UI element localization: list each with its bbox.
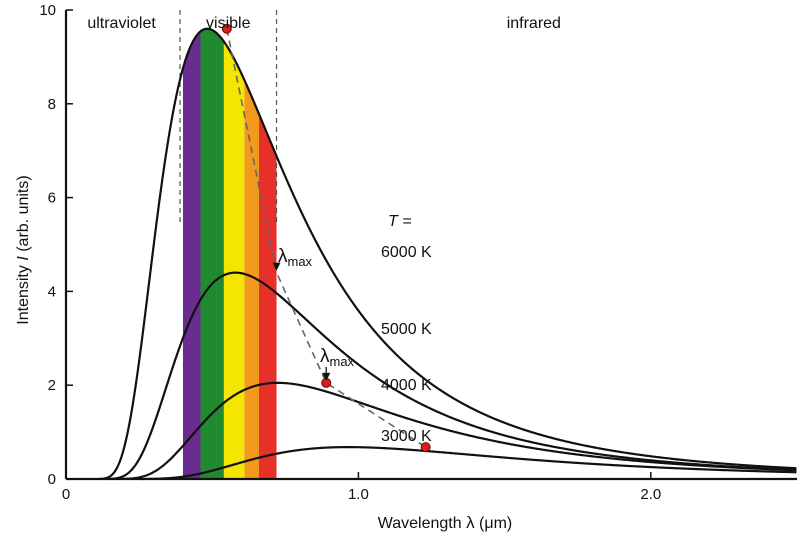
peak-markers <box>221 23 431 453</box>
y-tick-label: 8 <box>48 96 56 113</box>
y-axis-ticks: 0 2 4 6 8 10 <box>39 2 73 488</box>
peak-marker-3000k <box>420 442 431 453</box>
y-tick-label: 4 <box>48 283 56 300</box>
region-label-visible: visible <box>206 15 251 32</box>
visible-band-3 <box>223 41 245 480</box>
y-tick-label: 6 <box>48 190 56 207</box>
axes: 0 1.0 2.0 0 2 4 6 8 10 <box>39 2 797 503</box>
peak-marker-6000k <box>221 23 232 34</box>
curve-4000k <box>118 381 797 481</box>
x-axis-ticks: 0 1.0 2.0 <box>62 472 661 503</box>
lambda-max-label: λmax <box>320 346 355 369</box>
region-label-ultraviolet: ultraviolet <box>87 15 156 32</box>
visible-band-2 <box>200 28 224 479</box>
blackbody-curves <box>98 27 797 481</box>
temperature-header: T = <box>388 213 412 230</box>
curve-label-5000k: 5000 K <box>381 321 432 338</box>
lambda-max-arrow-head <box>322 372 331 381</box>
curve-5000k <box>106 271 797 481</box>
x-tick-label: 2.0 <box>640 486 661 503</box>
x-tick-label: 1.0 <box>348 486 369 503</box>
peak-locus-line <box>226 28 427 448</box>
visible-spectrum-bands <box>182 28 277 480</box>
visible-band-5 <box>258 113 277 480</box>
lambda-max-arrow-head <box>272 262 281 271</box>
curve-label-4000k: 4000 K <box>381 377 432 394</box>
curve-label-6000k: 6000 K <box>381 244 432 261</box>
curve-6000k <box>98 27 797 481</box>
visible-band-4 <box>244 79 259 479</box>
curve-labels: 6000 K 5000 K 4000 K 3000 K <box>381 244 432 445</box>
x-axis-label: Wavelength λ (μm) <box>378 513 513 532</box>
region-label-infrared: infrared <box>507 15 561 32</box>
curve-label-3000k: 3000 K <box>381 428 432 445</box>
lambda-max-label: λmax <box>278 246 313 269</box>
y-tick-label: 2 <box>48 377 56 394</box>
lambda-max-annotations: λmax λmax <box>272 246 355 381</box>
curve-3000k <box>141 446 797 481</box>
visible-band-1 <box>182 31 201 479</box>
y-tick-label: 10 <box>39 2 56 19</box>
y-tick-label: 0 <box>48 471 56 488</box>
region-labels: ultraviolet visible infrared <box>87 15 561 32</box>
x-tick-label: 0 <box>62 486 70 503</box>
y-axis-label: Intensity I (arb. units) <box>15 175 32 324</box>
